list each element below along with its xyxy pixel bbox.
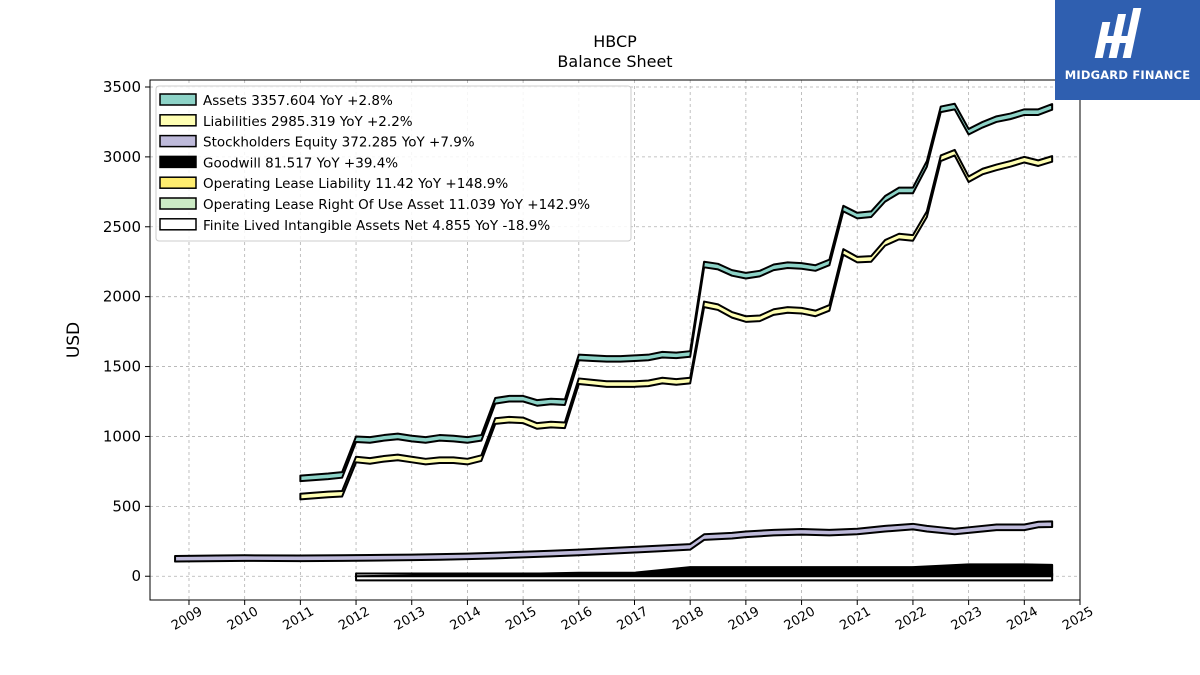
legend-swatch [159,93,197,106]
legend-entry: Goodwill 81.517 YoY +39.4% [203,155,398,171]
x-tick-label: 2016 [559,604,595,634]
series-liabilities [299,148,1054,501]
x-tick-label: 2012 [336,604,372,634]
series-assets [299,102,1054,483]
x-tick-label: 2025 [1060,604,1096,634]
legend-swatch [159,114,197,127]
legend-entry: Stockholders Equity 372.285 YoY +7.9% [203,135,475,151]
x-tick-label: 2020 [782,604,818,634]
x-tick-label: 2014 [448,604,484,634]
legend-swatch [159,155,197,169]
midgard-logo-icon [1094,8,1142,58]
legend: Assets 3357.604 YoY +2.8% Liabilities 298… [155,85,632,242]
x-tick-label: 2022 [893,604,929,634]
x-tick-label: 2010 [225,604,261,634]
plot-frame [149,79,1081,601]
y-tick-label: 2000 [103,288,141,306]
x-tick-label: 2013 [392,604,428,634]
y-tick-label: 0 [131,567,141,585]
legend-entry: Finite Lived Intangible Assets Net 4.855… [203,218,550,234]
y-tick-label: 3500 [103,78,141,96]
y-axis-label: USD [64,322,84,358]
legend-entry: Assets 3357.604 YoY +2.8% [203,93,393,109]
legend-swatch [159,218,197,231]
y-tick-label: 3000 [103,148,141,166]
chart-title: HBCP [593,32,637,51]
legend-box [155,85,632,242]
x-tick-label: 2011 [281,604,317,634]
series-layer [174,102,1054,582]
x-tick-label: 2023 [949,604,985,634]
legend-entry: Operating Lease Right Of Use Asset 11.03… [203,197,590,213]
x-tick-label: 2015 [503,604,539,634]
x-tick-label: 2024 [1004,604,1040,634]
series-goodwill [355,563,1054,578]
x-tick-label: 2009 [169,604,205,634]
x-tick-label: 2017 [615,604,651,634]
brand-logo: MIDGARD FINANCE [1055,0,1200,100]
legend-swatch [159,197,197,210]
legend-entry: Liabilities 2985.319 YoY +2.2% [203,114,413,130]
y-tick-label: 2500 [103,218,141,236]
chart-subtitle: Balance Sheet [557,52,672,71]
brand-name: MIDGARD FINANCE [1064,68,1191,82]
y-tick-label: 1500 [103,358,141,376]
x-tick-label: 2019 [726,604,762,634]
y-tick-label: 500 [112,497,141,515]
y-tick-label: 1000 [103,427,141,445]
legend-swatch [159,134,197,148]
legend-entry: Operating Lease Liability 11.42 YoY +148… [203,176,508,192]
x-tick-label: 2021 [837,604,873,634]
x-tick-label: 2018 [670,604,706,634]
series-stockholders-equity [174,520,1054,563]
legend-swatch [159,176,197,189]
